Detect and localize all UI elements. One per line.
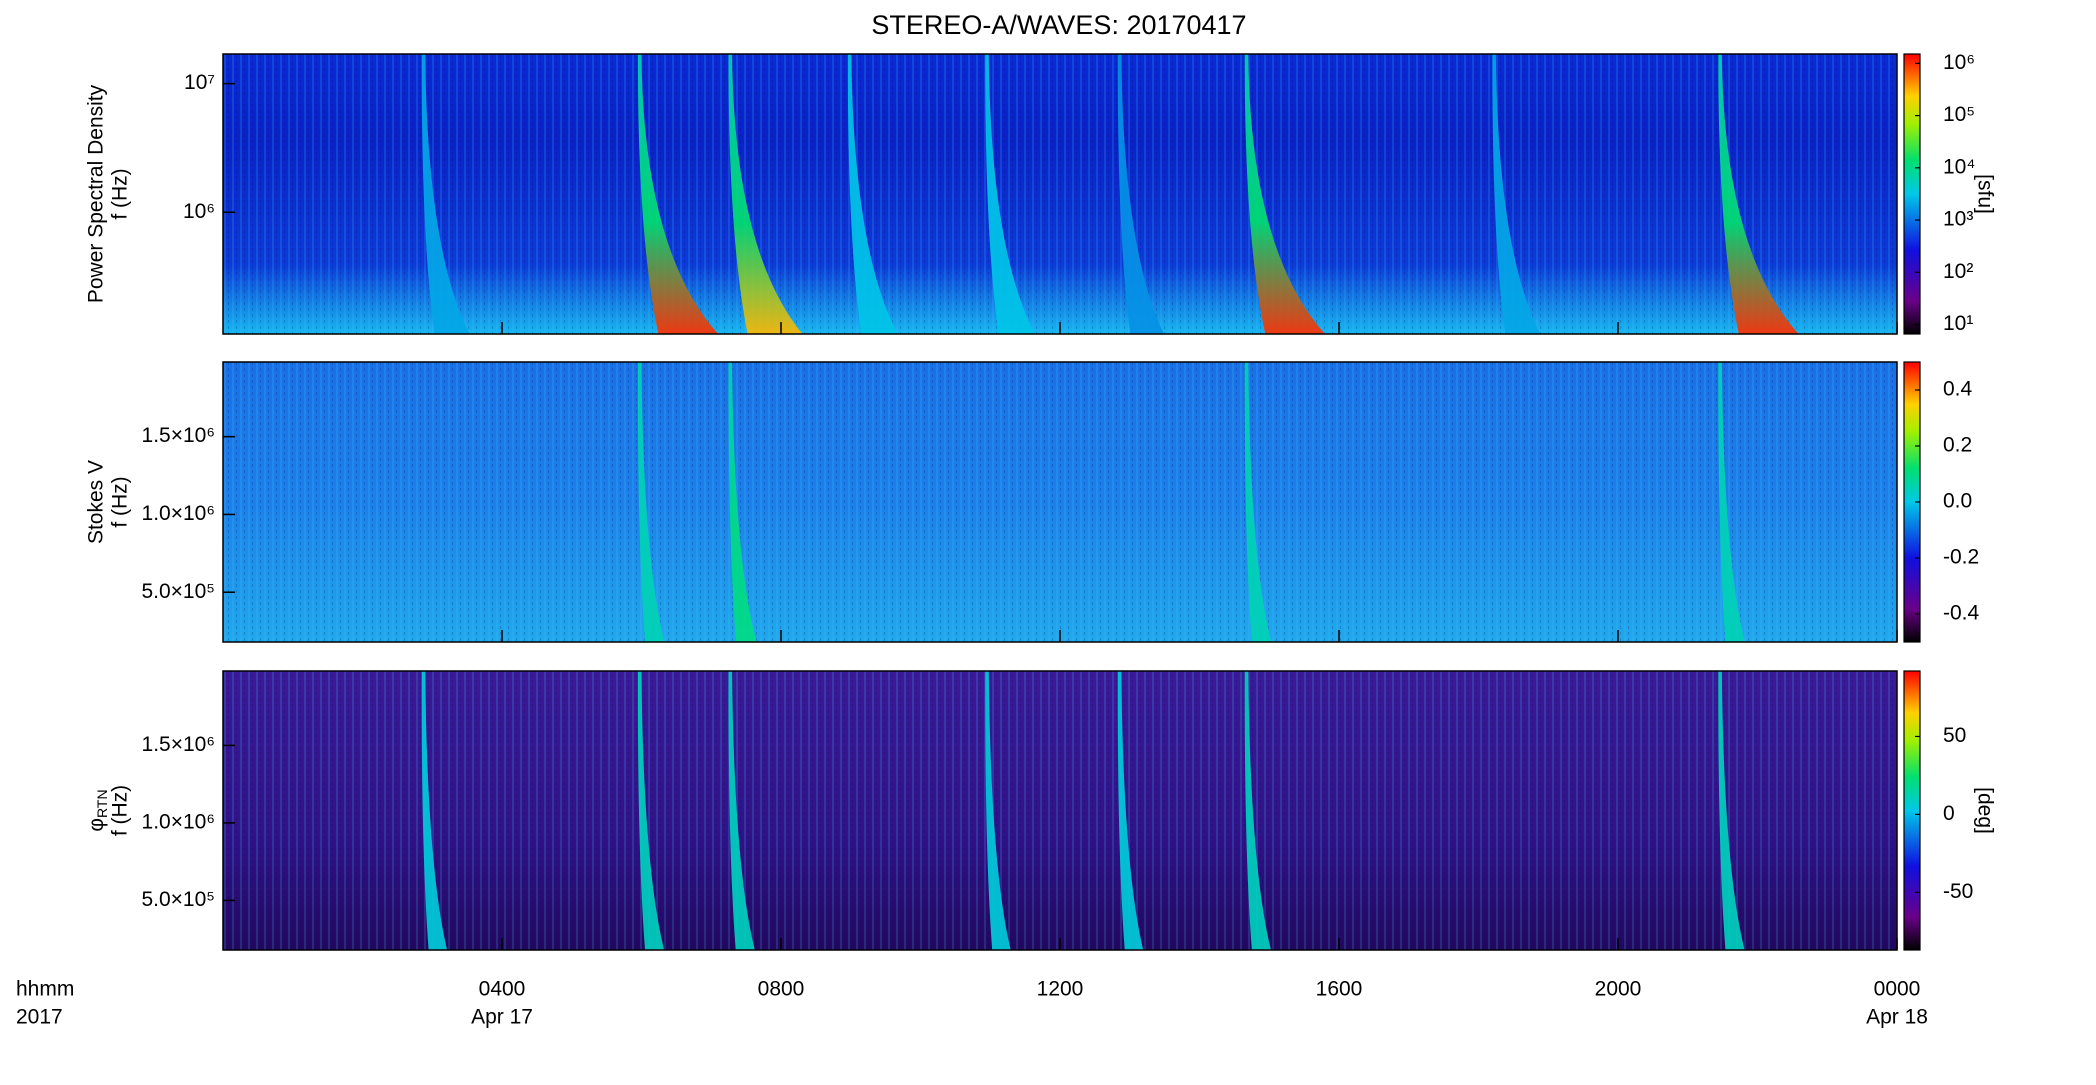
y-axis-label: Power Spectral Density [85,84,108,303]
bursts [637,362,1745,642]
colorbar-tick-label: -50 [1943,880,1973,903]
colorbar-tick-label: 10¹ [1943,312,1973,335]
chart-title: STEREO-A/WAVES: 20170417 [871,10,1246,40]
spectrogram-texture [223,362,1897,642]
spectrogram-texture [223,54,1897,334]
burst [421,54,470,334]
colorbar-tick-label: 10⁵ [1943,103,1975,126]
burst [1492,54,1541,334]
colorbar-tick-label: 0.4 [1943,378,1973,401]
y-axis-label-2: f (Hz) [109,785,132,836]
colorbar-tick-label: 50 [1943,724,1966,747]
burst [1718,362,1745,642]
bursts [421,671,1745,950]
burst [985,671,1011,950]
colorbar-tick-label: -0.4 [1943,602,1980,625]
colorbar-tick-label: 0 [1943,802,1955,825]
x-axis-label: hhmm [16,978,74,1001]
y-axis-subscript: RTN [94,789,110,818]
burst [1117,671,1144,950]
y-tick-label: 1.5×10⁶ [142,424,215,447]
x-tick-label: 1600 [1316,978,1363,1001]
colorbar-label: [sfu] [1973,174,1996,214]
colorbar-tick-label: 0.2 [1943,434,1972,457]
x-date-label: Apr 18 [1866,1006,1928,1029]
burst [421,671,448,950]
colorbar [1903,53,1921,335]
y-tick-label: 5.0×10⁵ [141,888,215,911]
y-tick-label: 1.5×10⁶ [142,733,215,756]
x-tick-label: 0400 [479,978,526,1001]
y-tick-label: 1.0×10⁶ [142,810,215,833]
y-axis-label: φRTN [85,789,110,831]
x-tick-label: 1200 [1037,978,1084,1001]
burst [637,54,719,334]
y-axis-label-2: f (Hz) [109,168,132,219]
colorbar-tick-label: 10⁶ [1943,51,1975,74]
burst [728,54,803,334]
colorbar-label: [deg] [1973,787,1996,834]
y-axis-label-2: f (Hz) [109,476,132,527]
colorbar-tick-label: 10² [1943,260,1973,283]
colorbar-tick-label: 0.0 [1943,490,1972,513]
burst [728,362,757,642]
burst [728,671,755,950]
burst [1244,362,1272,642]
burst [1718,671,1745,950]
y-tick-label: 10⁶ [183,200,215,223]
x-tick-label: 0000 [1874,978,1921,1001]
burst [1244,54,1325,334]
colorbar-tick-label: 10⁴ [1943,155,1975,178]
y-tick-label: 5.0×10⁵ [141,580,215,603]
y-axis-symbol: φ [85,818,108,832]
burst [1718,54,1799,334]
burst [1117,54,1165,334]
burst [637,362,665,642]
burst [985,54,1036,334]
x-axis-label-2: 2017 [16,1006,63,1029]
panel: 10⁶ 10⁷ Power Spectral Density f (Hz) 10¹ 10²… [85,51,1997,335]
bursts [421,54,1799,334]
burst [1244,671,1271,950]
x-date-label: Apr 17 [471,1006,533,1029]
burst [637,671,665,950]
x-tick-label: 0800 [758,978,805,1001]
burst [847,54,898,334]
y-tick-label: 10⁷ [184,71,215,94]
colorbar-tick-label: -0.2 [1943,546,1979,569]
spectrogram-texture [223,671,1897,950]
x-tick-label: 2000 [1595,978,1642,1001]
y-axis-label: Stokes V [85,460,108,544]
colorbar [1903,670,1921,951]
colorbar-tick-label: 10³ [1943,208,1973,231]
y-tick-label: 1.0×10⁶ [142,502,215,525]
